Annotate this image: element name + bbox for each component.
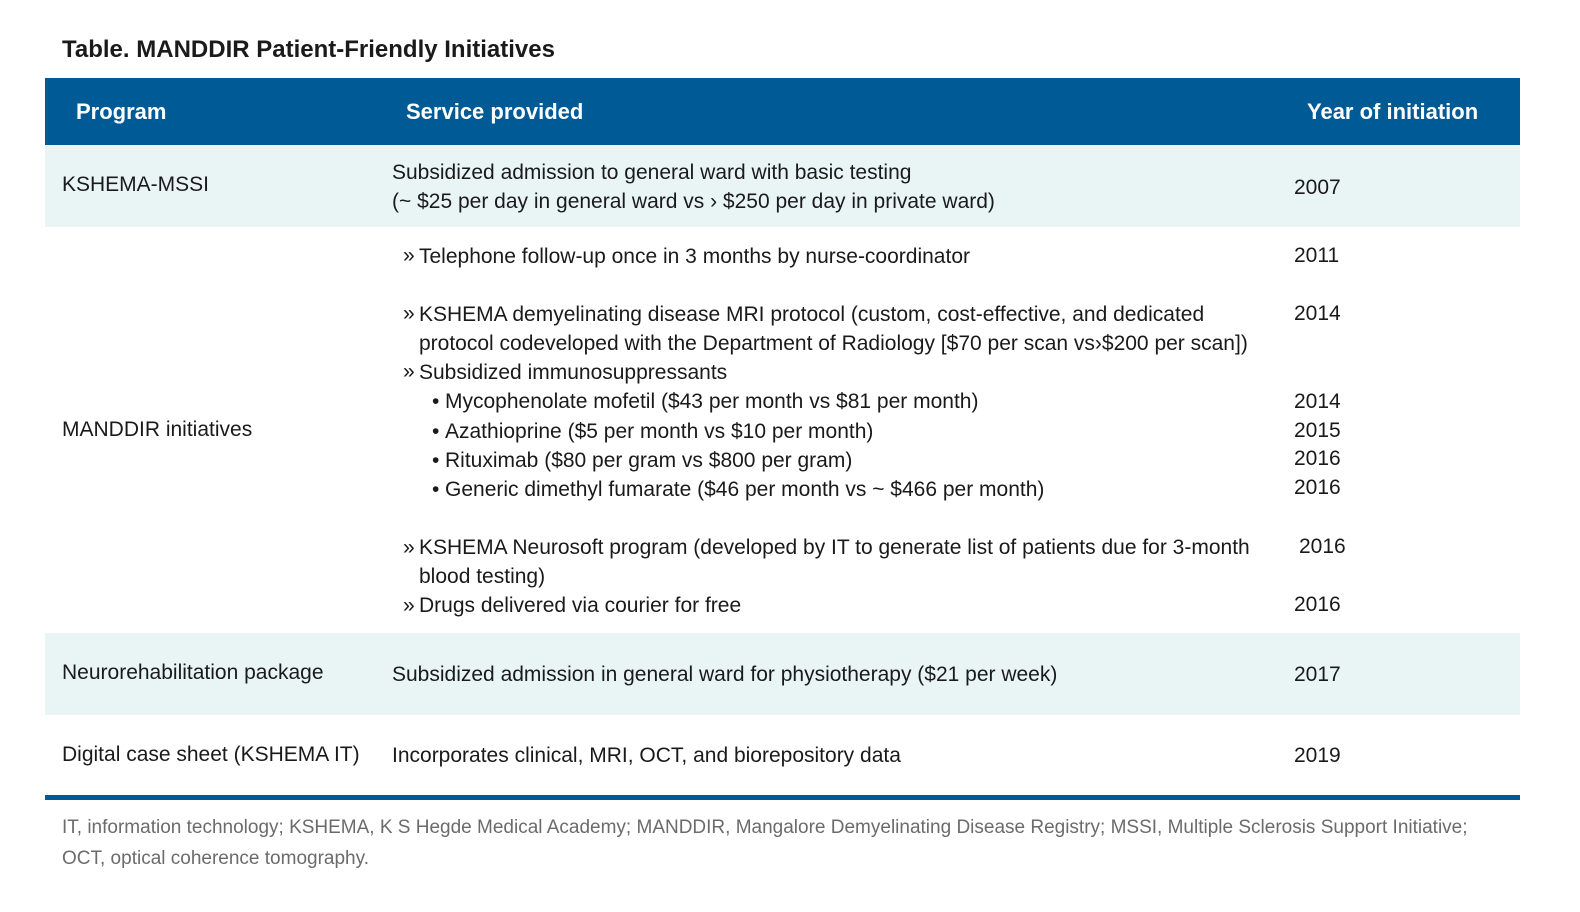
program-cell: Neurorehabilitation package xyxy=(62,661,324,684)
table-label: Table. xyxy=(62,36,130,63)
service-cell: Subsidized admission in general ward for… xyxy=(392,663,1058,686)
year-cell: 2016 xyxy=(1299,535,1346,558)
table-header-row: Program Service provided Year of initiat… xyxy=(45,78,1520,145)
item-marker: » xyxy=(403,302,415,325)
bullet-dot: • xyxy=(432,390,440,413)
table-title: Table. MANDDIR Patient-Friendly Initiati… xyxy=(62,36,555,64)
service-line: (~ $25 per day in general ward vs › $250… xyxy=(392,190,995,213)
item-text: blood testing) xyxy=(419,565,546,588)
item-text: Subsidized immunosuppressants xyxy=(419,361,728,384)
table-row-mssi: KSHEMA-MSSI Subsidized admission to gene… xyxy=(45,145,1520,227)
item-text: Drugs delivered via courier for free xyxy=(419,594,742,617)
bullet-dot: • xyxy=(432,478,440,501)
column-header-year: Year of initiation xyxy=(1307,99,1479,124)
table-bottom-rule xyxy=(45,795,1520,800)
sub-item-text: Mycophenolate mofetil ($43 per month vs … xyxy=(445,390,979,413)
service-cell: Incorporates clinical, MRI, OCT, and bio… xyxy=(392,744,901,767)
program-cell: Digital case sheet (KSHEMA IT) xyxy=(62,743,360,766)
year-cell: 2014 xyxy=(1294,302,1341,325)
year-cell: 2011 xyxy=(1294,244,1340,267)
item-text: KSHEMA demyelinating disease MRI protoco… xyxy=(419,303,1205,326)
item-marker: » xyxy=(403,594,415,617)
initiatives-table: Program Service provided Year of initiat… xyxy=(45,78,1520,795)
year-cell: 2016 xyxy=(1294,593,1341,616)
year-cell: 2017 xyxy=(1294,663,1341,686)
column-header-program: Program xyxy=(76,99,167,124)
item-text: KSHEMA Neurosoft program (developed by I… xyxy=(419,536,1250,559)
table-row-neurorehab: Neurorehabilitation package Subsidized a… xyxy=(45,633,1520,715)
table-title-text: MANDDIR Patient-Friendly Initiatives xyxy=(136,36,555,63)
year-cell: 2015 xyxy=(1294,419,1341,442)
sub-item-text: Rituximab ($80 per gram vs $800 per gram… xyxy=(445,449,853,472)
item-text: Telephone follow-up once in 3 months by … xyxy=(419,245,970,268)
year-cell: 2019 xyxy=(1294,744,1341,767)
year-cell: 2014 xyxy=(1294,390,1341,413)
item-marker: » xyxy=(403,360,415,383)
item-marker: » xyxy=(403,536,415,559)
program-cell: MANDDIR initiatives xyxy=(62,418,253,441)
service-line: Subsidized admission to general ward wit… xyxy=(392,161,912,184)
year-cell: 2016 xyxy=(1294,447,1341,470)
service-cell: Subsidized admission to general ward wit… xyxy=(392,158,995,216)
item-marker: » xyxy=(403,244,415,267)
item-text: protocol codeveloped with the Department… xyxy=(419,332,1248,355)
sub-item-text: Generic dimethyl fumarate ($46 per month… xyxy=(445,478,1045,501)
bullet-dot: • xyxy=(432,420,440,443)
year-cell: 2007 xyxy=(1294,176,1341,199)
table-footnote: IT, information technology; KSHEMA, K S … xyxy=(62,817,1468,869)
table-row-manddir: MANDDIR initiatives » Telephone follow-u… xyxy=(45,227,1520,633)
bullet-dot: • xyxy=(432,449,440,472)
program-cell: KSHEMA-MSSI xyxy=(62,173,210,196)
column-header-service: Service provided xyxy=(406,99,584,124)
year-cell: 2016 xyxy=(1294,476,1341,499)
table-row-digital: Digital case sheet (KSHEMA IT) Incorpora… xyxy=(45,715,1520,795)
sub-item-text: Azathioprine ($5 per month vs $10 per mo… xyxy=(445,420,874,443)
